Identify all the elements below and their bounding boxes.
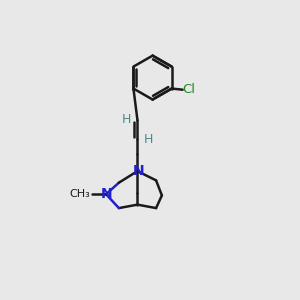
Text: N: N [132, 164, 144, 178]
Text: CH₃: CH₃ [70, 189, 90, 199]
Text: Cl: Cl [182, 83, 195, 96]
Text: H: H [144, 133, 153, 146]
Text: N: N [100, 187, 112, 201]
Text: H: H [122, 113, 131, 126]
